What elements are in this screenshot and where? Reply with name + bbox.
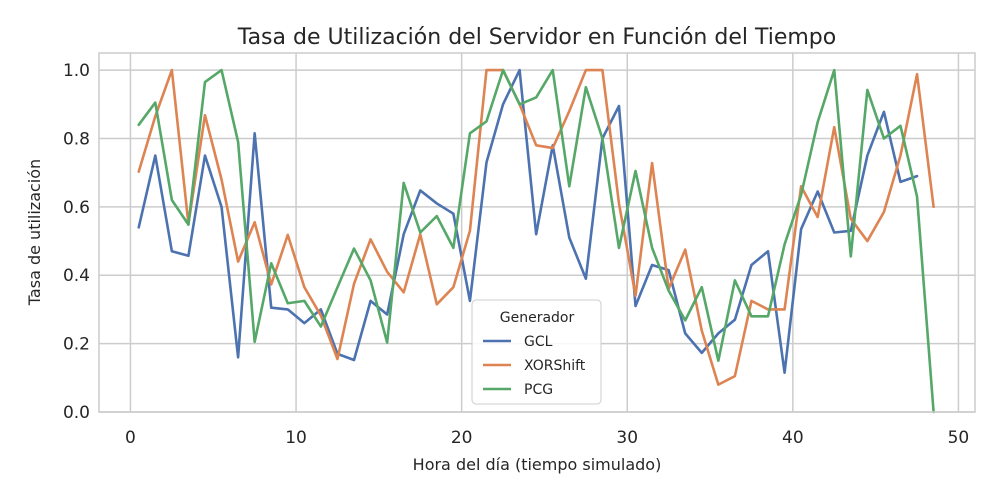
legend-label-gcl: GCL — [524, 334, 553, 350]
x-tick-label: 20 — [451, 428, 473, 448]
series-line-xorshift — [137, 68, 935, 386]
legend-items: GCL XORShift PCG — [483, 334, 586, 398]
y-tick-label: 0.8 — [63, 129, 90, 149]
chart-title: Tasa de Utilización del Servidor en Func… — [237, 25, 836, 50]
x-tick-label: 30 — [616, 428, 638, 448]
y-tick-label: 0.0 — [63, 403, 90, 423]
x-tick-label: 10 — [285, 428, 307, 448]
y-tick-label: 0.4 — [63, 266, 90, 286]
legend: Generador GCL XORShift PCG — [471, 299, 602, 405]
legend-title: Generador — [500, 310, 575, 326]
x-tick-label: 0 — [125, 428, 136, 448]
y-axis-label: Tasa de utilización — [25, 159, 44, 306]
y-tick-label: 0.6 — [63, 198, 90, 218]
y-tick-label: 0.2 — [63, 335, 90, 355]
series-layer — [137, 68, 935, 414]
legend-label-pcg: PCG — [524, 382, 553, 398]
y-tick-label: 1.0 — [63, 61, 90, 81]
legend-box — [471, 299, 602, 405]
x-tick-label: 50 — [948, 428, 970, 448]
tick-labels: 0 10 20 30 40 50 0.0 0.2 0.4 0.6 0.8 1.0 — [63, 61, 969, 448]
legend-label-xorshift: XORShift — [524, 358, 586, 374]
series-line-pcg — [137, 68, 935, 414]
plot-frame — [98, 52, 976, 413]
x-axis-label: Hora del día (tiempo simulado) — [413, 455, 662, 474]
x-tick-label: 40 — [782, 428, 804, 448]
